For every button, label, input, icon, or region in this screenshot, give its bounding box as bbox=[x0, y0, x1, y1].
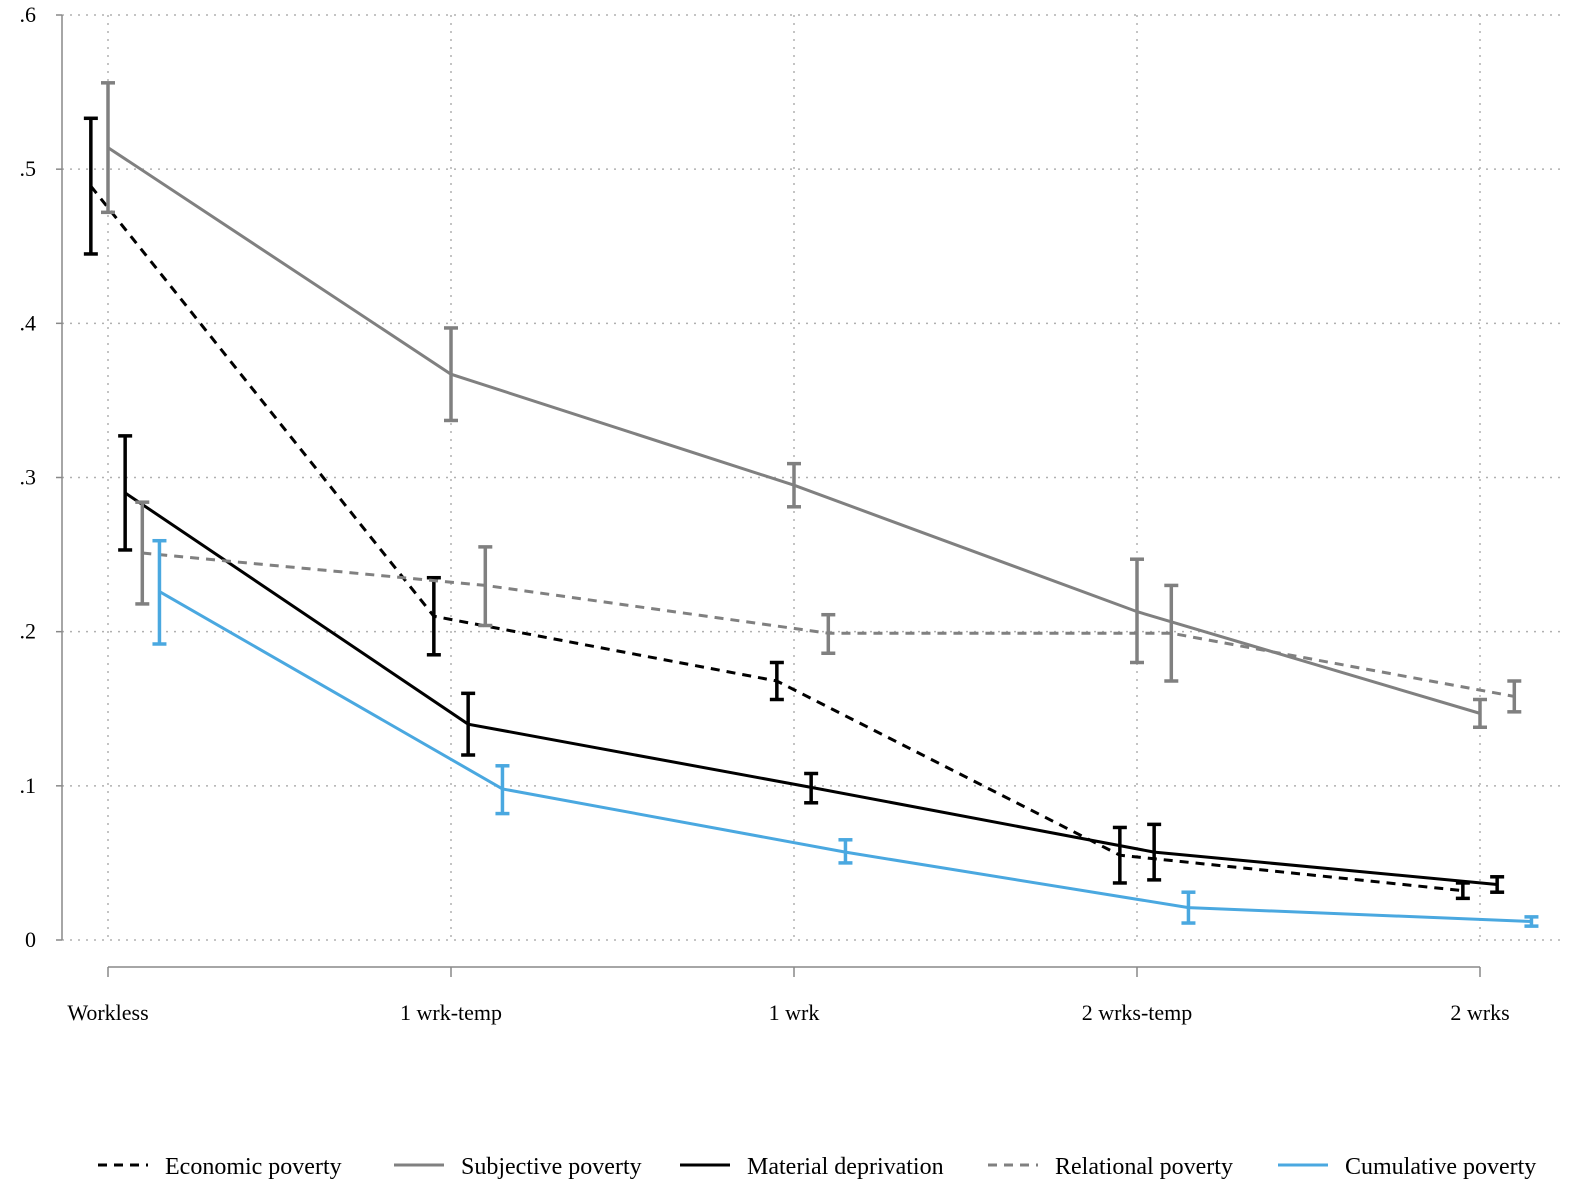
y-tick-label: 0 bbox=[25, 927, 36, 952]
y-tick-label: .2 bbox=[20, 619, 37, 644]
legend-label: Cumulative poverty bbox=[1345, 1154, 1536, 1180]
plot-area bbox=[83, 81, 1539, 928]
x-tick-label: 1 wrk-temp bbox=[400, 1000, 502, 1025]
series-cumulative-poverty bbox=[152, 538, 1539, 928]
legend-item: Material deprivation bbox=[680, 1154, 944, 1180]
y-tick-label: .4 bbox=[20, 310, 37, 335]
legend-item: Relational poverty bbox=[988, 1154, 1233, 1180]
error-bar bbox=[804, 771, 819, 805]
legend-label: Economic poverty bbox=[165, 1154, 342, 1180]
legend-label: Relational poverty bbox=[1055, 1154, 1233, 1180]
error-bar bbox=[1130, 557, 1144, 665]
gridlines bbox=[62, 14, 1560, 941]
legend-label: Material deprivation bbox=[747, 1154, 944, 1180]
axes: 0 .1 .2 .3 .4 .5 .6 Workless 1 wrk-temp 1 wrk 2 wr… bbox=[20, 2, 1510, 1025]
series-line bbox=[89, 185, 1464, 893]
series-subjective-poverty bbox=[101, 81, 1487, 729]
x-tick-label: 1 wrk bbox=[769, 1000, 820, 1025]
error-bar bbox=[821, 612, 836, 655]
error-bar bbox=[838, 838, 853, 865]
series-material-deprivation bbox=[118, 434, 1505, 894]
y-tick-label: .5 bbox=[20, 156, 37, 181]
x-tick-label: 2 wrks-temp bbox=[1082, 1000, 1193, 1025]
legend-item: Economic poverty bbox=[98, 1154, 342, 1180]
error-bar bbox=[478, 545, 493, 628]
y-tick-label: .3 bbox=[20, 465, 37, 490]
legend-item: Subjective poverty bbox=[394, 1154, 642, 1180]
legend-label: Subjective poverty bbox=[461, 1154, 642, 1180]
series-line bbox=[158, 590, 1532, 923]
series-relational-poverty bbox=[135, 500, 1522, 714]
error-bar bbox=[152, 538, 167, 646]
legend: Economic poverty Subjective poverty Materi… bbox=[98, 1154, 1536, 1180]
y-tick-label: .1 bbox=[20, 773, 37, 798]
legend-item: Cumulative poverty bbox=[1278, 1154, 1536, 1180]
error-bar bbox=[495, 764, 510, 816]
x-tick-label: 2 wrks bbox=[1450, 1000, 1509, 1025]
y-tick-label: .6 bbox=[20, 2, 37, 27]
x-tick-label: Workless bbox=[67, 1000, 148, 1025]
